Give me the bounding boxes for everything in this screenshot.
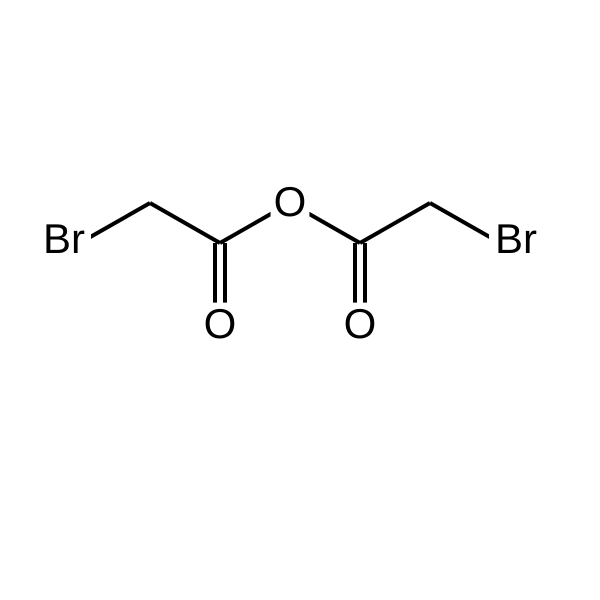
atom-label-o: O	[274, 178, 307, 225]
atom-label-o: O	[344, 300, 377, 347]
atom-label-br: Br	[43, 215, 85, 262]
bond-line	[85, 203, 150, 240]
bond-line	[430, 203, 495, 240]
labels-layer: Br O O O Br	[43, 178, 537, 347]
atom-label-br: Br	[495, 215, 537, 262]
bond-line	[150, 203, 220, 243]
molecule-diagram: Br O O O Br	[0, 0, 600, 600]
atom-label-o: O	[204, 300, 237, 347]
bond-line	[360, 203, 430, 243]
